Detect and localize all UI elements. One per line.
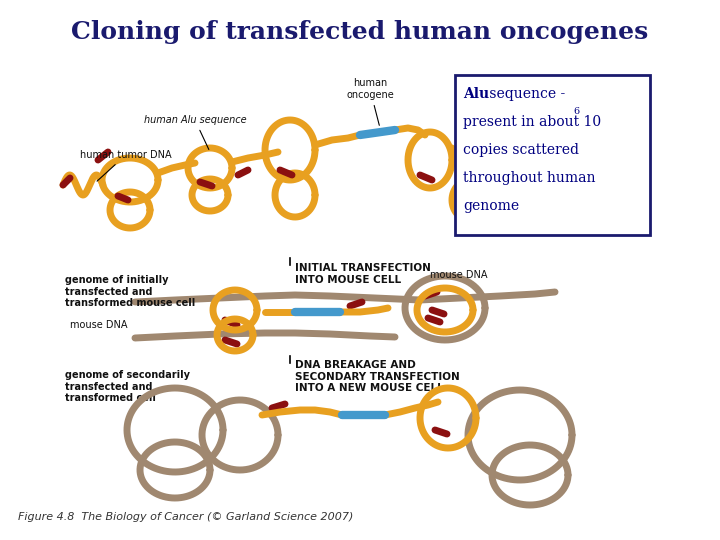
Text: genome: genome: [463, 199, 519, 213]
Text: 6: 6: [573, 107, 579, 116]
Text: human Alu sequence: human Alu sequence: [478, 220, 566, 230]
Text: nonrepeating
human sequence: nonrepeating human sequence: [478, 190, 551, 210]
Text: human Alu sequence: human Alu sequence: [144, 115, 246, 150]
Text: human
oncogene: human oncogene: [346, 78, 394, 125]
Text: Figure 4.8  The Biology of Cancer (© Garland Science 2007): Figure 4.8 The Biology of Cancer (© Garl…: [18, 512, 354, 522]
Text: present in about 10: present in about 10: [463, 115, 601, 129]
Text: genome of initially
transfected and
transformed mouse cell: genome of initially transfected and tran…: [65, 275, 195, 308]
FancyBboxPatch shape: [455, 75, 650, 235]
Text: Cloning of transfected human oncogenes: Cloning of transfected human oncogenes: [71, 20, 649, 44]
Text: genome of secondarily
transfected and
transformed cell: genome of secondarily transfected and tr…: [65, 370, 190, 403]
Text: INITIAL TRANSFECTION
INTO MOUSE CELL: INITIAL TRANSFECTION INTO MOUSE CELL: [295, 263, 431, 285]
Text: copies scattered: copies scattered: [463, 143, 579, 157]
Text: Alu: Alu: [463, 87, 489, 101]
Text: mouse DNA: mouse DNA: [70, 320, 127, 330]
Text: DNA BREAKAGE AND
SECONDARY TRANSFECTION
INTO A NEW MOUSE CELL: DNA BREAKAGE AND SECONDARY TRANSFECTION …: [295, 360, 460, 393]
Text: mouse DNA: mouse DNA: [430, 270, 487, 280]
Text: throughout human: throughout human: [463, 171, 595, 185]
Text: sequence -: sequence -: [485, 87, 565, 101]
Text: human tumor DNA: human tumor DNA: [80, 150, 171, 181]
